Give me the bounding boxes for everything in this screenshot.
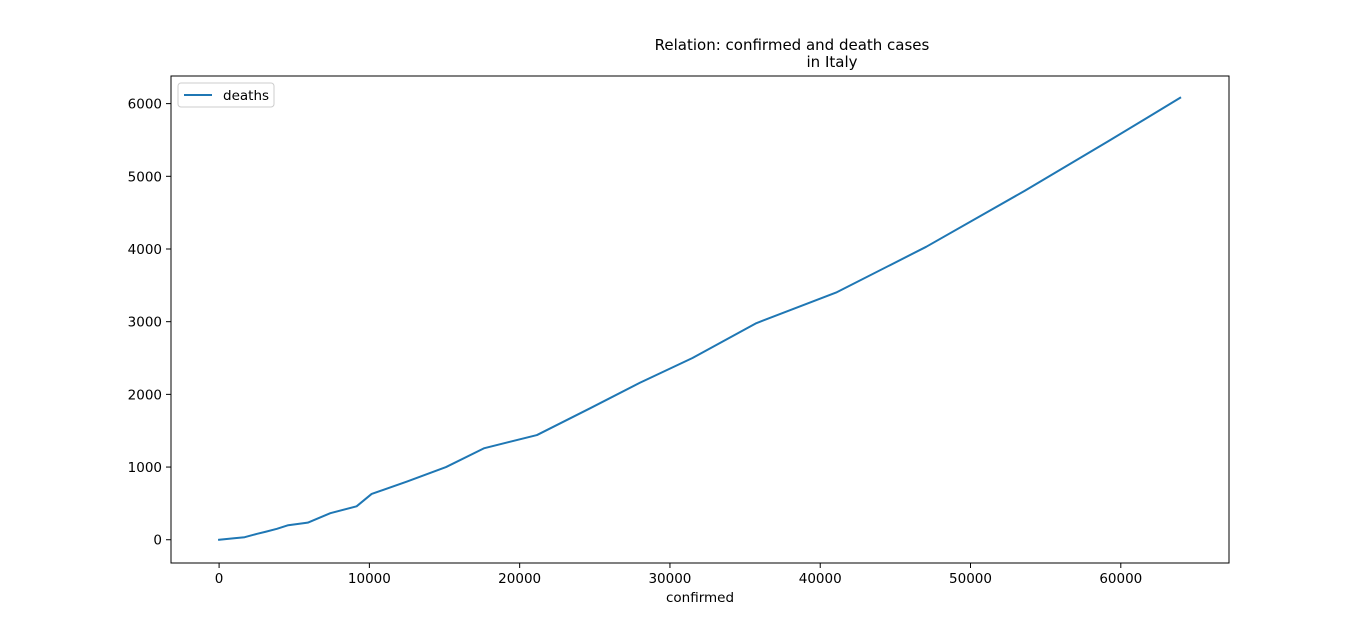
y-tick-label: 1000	[128, 460, 162, 476]
legend-label: deaths	[223, 88, 269, 104]
plot-frame	[170, 75, 1230, 564]
x-tick-label: 20000	[498, 571, 541, 587]
x-tick-label: 60000	[1099, 571, 1142, 587]
chart-title: Relation: confirmed and death cases	[655, 36, 930, 54]
x-tick-label: 50000	[949, 571, 992, 587]
y-tick-label: 6000	[128, 97, 162, 113]
x-axis-label: confirmed	[666, 590, 734, 606]
x-tick-label: 30000	[648, 571, 691, 587]
chart-subtitle: in Italy	[807, 53, 858, 71]
legend-box	[177, 82, 275, 108]
x-tick-label: 0	[215, 571, 224, 587]
y-tick-label: 2000	[128, 387, 162, 403]
x-tick-label: 10000	[348, 571, 391, 587]
plot-background	[171, 76, 1229, 563]
chart-title-group: Relation: confirmed and death cases in I…	[655, 36, 930, 71]
series-line-deaths	[217, 96, 1182, 541]
y-tick-label: 3000	[128, 315, 162, 331]
y-tick-label: 4000	[128, 242, 162, 258]
plot-area	[171, 76, 1229, 563]
series-layer	[217, 96, 1182, 541]
y-tick-label: 0	[153, 533, 162, 549]
legend: deaths	[177, 82, 275, 108]
axes-layer: 0 10000 20000 30000 40000 50000 60000 0 1000 2000…	[128, 75, 1230, 587]
x-tick-label: 40000	[799, 571, 842, 587]
y-tick-label: 5000	[128, 169, 162, 185]
